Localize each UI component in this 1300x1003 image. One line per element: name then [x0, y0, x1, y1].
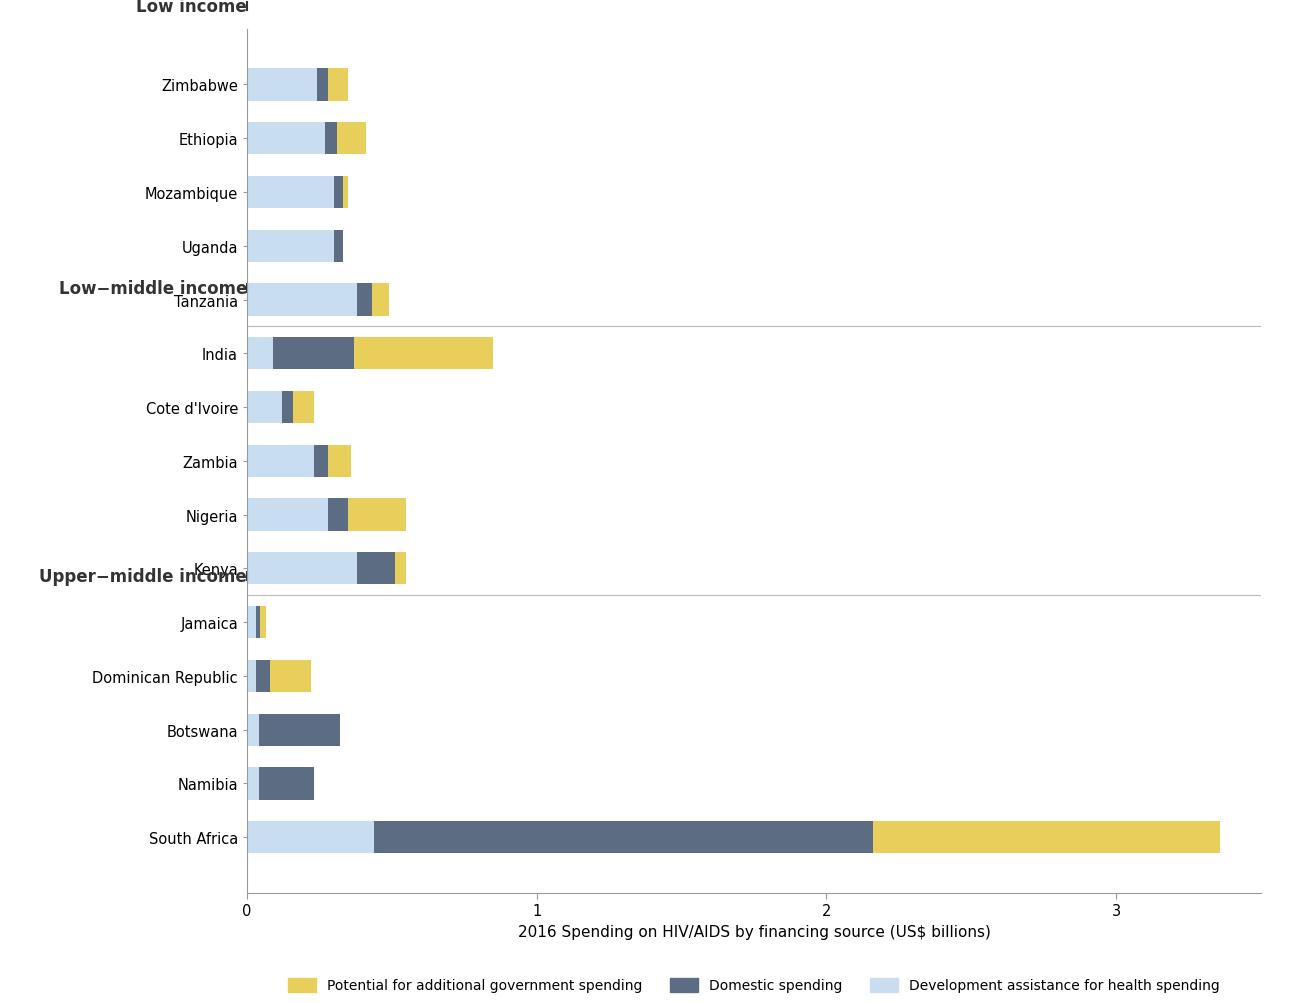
Bar — [872, 821, 1221, 854]
Text: Low−middle income: Low−middle income — [58, 280, 247, 298]
Text: Low income: Low income — [136, 0, 247, 16]
Bar — [328, 445, 351, 477]
Bar — [247, 177, 334, 209]
Bar — [260, 607, 265, 639]
Bar — [374, 821, 872, 854]
Bar — [247, 123, 325, 155]
Bar — [247, 231, 334, 263]
Bar — [328, 69, 348, 101]
Bar — [334, 177, 343, 209]
Bar — [247, 660, 256, 692]
Bar — [358, 553, 395, 585]
Legend: Potential for additional government spending, Domestic spending, Development ass: Potential for additional government spen… — [282, 972, 1226, 998]
X-axis label: 2016 Spending on HIV/AIDS by financing source (US$ billions): 2016 Spending on HIV/AIDS by financing s… — [517, 924, 991, 939]
Bar — [259, 714, 339, 746]
Bar — [256, 660, 270, 692]
Bar — [316, 69, 328, 101]
Bar — [247, 821, 374, 854]
Bar — [337, 123, 365, 155]
Bar — [358, 284, 372, 316]
Bar — [247, 69, 316, 101]
Bar — [325, 123, 337, 155]
Bar — [247, 714, 259, 746]
Bar — [328, 498, 348, 532]
Bar — [354, 338, 493, 370]
Bar — [348, 498, 407, 532]
Bar — [247, 391, 282, 424]
Bar — [247, 284, 358, 316]
Bar — [256, 607, 260, 639]
Bar — [313, 445, 328, 477]
Bar — [343, 177, 348, 209]
Bar — [259, 767, 313, 799]
Bar — [294, 391, 313, 424]
Bar — [270, 660, 311, 692]
Bar — [334, 231, 343, 263]
Bar — [247, 607, 256, 639]
Bar — [247, 338, 273, 370]
Bar — [395, 553, 407, 585]
Bar — [273, 338, 354, 370]
Bar — [247, 498, 328, 532]
Bar — [247, 553, 358, 585]
Bar — [247, 767, 259, 799]
Bar — [247, 445, 313, 477]
Text: Upper−middle income: Upper−middle income — [39, 568, 247, 586]
Bar — [372, 284, 389, 316]
Bar — [282, 391, 294, 424]
